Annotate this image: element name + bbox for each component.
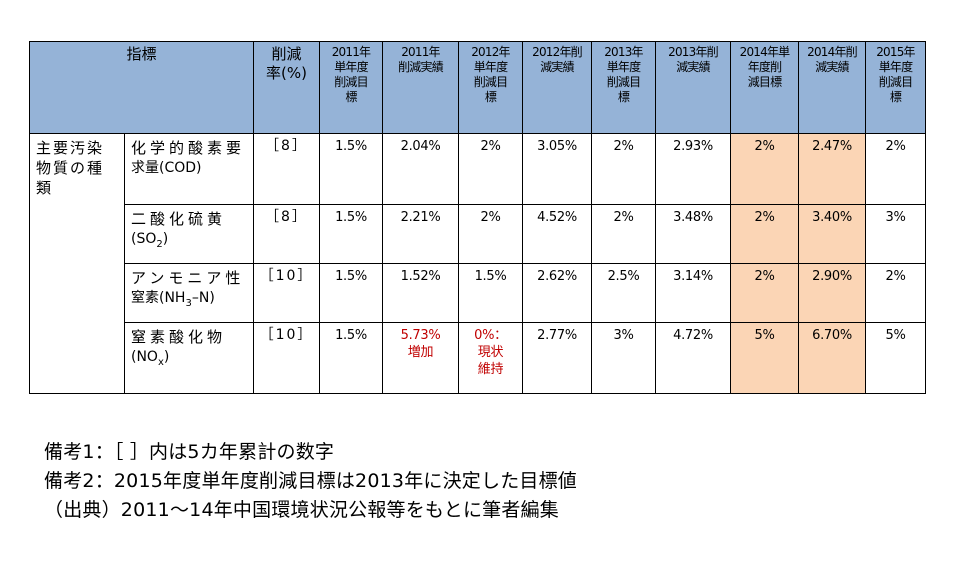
notes: 備考1：［ ］内は5カ年累計の数字 備考2：2015年度単年度削減目標は2013…	[44, 438, 577, 525]
indicator-name-line2: (SO2)	[131, 229, 253, 255]
note-source: （出典）2011～14年中国環境状況公報等をもとに筆者編集	[44, 499, 559, 521]
indicator-formula-tail: –N)	[191, 290, 215, 306]
indicator-name: 窒素酸化物 (NOx)	[124, 322, 254, 394]
header-row: 指標 削減 率(%) 2011年 単年度 削減目標 2011年 削減実績 2012年 単年…	[29, 41, 926, 134]
cell-2012-actual: 4.52%	[522, 204, 592, 264]
cell-2014-actual: 3.40%	[798, 204, 866, 264]
header-2012-target: 2012年 単年度 削減目標	[458, 41, 523, 134]
indicator-formula-tail: )	[162, 231, 169, 247]
indicator-name-line1: 化学的酸素要	[131, 139, 246, 157]
cumulative-rate: ［8］	[253, 133, 320, 205]
cell-2012-target: 0%： 現状維持	[458, 322, 523, 394]
cumulative-rate: ［8］	[253, 204, 320, 264]
category-line: 主要汚染	[36, 139, 105, 157]
indicator-name-line2: 求量(COD)	[131, 158, 253, 178]
cell-2014-target: 5%	[730, 322, 799, 394]
note-2: 備考2：2015年度単年度削減目標は2013年に決定した目標値	[44, 470, 577, 492]
cell-2011-actual: 2.04%	[382, 133, 459, 205]
header-2011-target: 2011年 単年度 削減目標	[319, 41, 383, 134]
cell-note-line: 増加	[407, 345, 434, 360]
table-row-so2: 二酸化硫黄 (SO2) ［8］ 1.5% 2.21% 2% 4.52% 2% 3.48% 2% 3.…	[30, 204, 926, 264]
indicator-formula: (NO	[131, 349, 158, 365]
cell-2011-actual: 2.21%	[382, 204, 459, 264]
cell-2011-target: 1.5%	[319, 263, 383, 323]
header-2014-target: 2014年単 年度削 減目標	[730, 41, 799, 134]
category-line: 類	[36, 179, 54, 197]
cumulative-rate: ［10］	[253, 263, 320, 323]
cell-2011-target: 1.5%	[319, 322, 383, 394]
emission-reduction-table: 指標 削減 率(%) 2011年 単年度 削減目標 2011年 削減実績 2012年 単年…	[29, 41, 926, 394]
header-rate: 削減 率(%)	[253, 41, 320, 134]
header-2012-actual: 2012年削 減実績	[522, 41, 592, 134]
cell-2012-actual: 2.77%	[522, 322, 592, 394]
cell-2012-target: 1.5%	[458, 263, 523, 323]
cell-2013-target: 2.5%	[591, 263, 656, 323]
cell-2015-target: 2%	[865, 133, 926, 205]
indicator-formula: 窒素(NH	[131, 290, 186, 306]
cell-2014-target: 2%	[730, 204, 799, 264]
cell-2015-target: 5%	[865, 322, 926, 394]
cell-2015-target: 2%	[865, 263, 926, 323]
cell-2012-target: 2%	[458, 204, 523, 264]
category-line: 物質の種	[36, 159, 105, 177]
cell-note-line: 0%：	[474, 328, 507, 343]
header-2013-actual: 2013年削 減実績	[655, 41, 731, 134]
cell-2013-target: 3%	[591, 322, 656, 394]
indicator-formula: (SO	[131, 231, 157, 247]
indicator-formula-tail: )	[163, 349, 170, 365]
header-2015-target: 2015年 単年度 削減目標	[865, 41, 926, 134]
cell-note-line: 現状	[477, 345, 504, 360]
cell-2013-actual: 4.72%	[655, 322, 731, 394]
cell-2013-target: 2%	[591, 204, 656, 264]
cell-2012-actual: 3.05%	[522, 133, 592, 205]
cell-2013-actual: 3.48%	[655, 204, 731, 264]
header-2014-actual: 2014年削 減実績	[798, 41, 866, 134]
table-row-cod: 主要汚染 物質の種類化学的酸素要 求量(COD) ［8］ 1.5% 2.04% 2% 3.05…	[29, 133, 926, 394]
cell-2012-actual: 2.62%	[522, 263, 592, 323]
indicator-name: 化学的酸素要 求量(COD)	[124, 133, 254, 205]
indicator-name-line2: 窒素(NH3–N)	[131, 288, 253, 314]
header-2013-target: 2013年 単年度 削減目標	[591, 41, 656, 134]
cell-2011-actual: 1.52%	[382, 263, 459, 323]
header-2011-actual: 2011年 削減実績	[382, 41, 459, 134]
cell-2014-actual: 6.70%	[798, 322, 866, 394]
cell-2012-target: 2%	[458, 133, 523, 205]
header-indicator: 指標	[29, 41, 254, 134]
cell-2011-target: 1.5%	[319, 204, 383, 264]
cumulative-rate: ［10］	[253, 322, 320, 394]
cell-note-line: 維持	[477, 362, 504, 377]
cell-2014-actual: 2.90%	[798, 263, 866, 323]
cell-2014-target: 2%	[730, 263, 799, 323]
indicator-name-line1: アンモニア性	[131, 269, 245, 287]
note-1: 備考1：［ ］内は5カ年累計の数字	[44, 441, 335, 463]
indicator-name-line1: 窒素酸化物	[131, 328, 227, 346]
table-row-nox: 窒素酸化物 (NOx) ［10］ 1.5% 5.73% 増加 0%： 現状 維持 2.77% 3% 4…	[30, 322, 926, 394]
indicator-name: アンモニア性 窒素(NH3–N)	[124, 263, 254, 323]
category-cell: 主要汚染 物質の種類	[29, 133, 125, 394]
indicator-formula-subscript: 2	[156, 238, 163, 250]
table-row-nh3-n: アンモニア性 窒素(NH3–N) ［10］ 1.5% 1.52% 1.5% 2.62% 2.5…	[30, 263, 926, 323]
cell-note-line: 5.73%	[400, 328, 441, 343]
cell-2011-actual: 5.73% 増加	[382, 322, 459, 394]
cell-2013-target: 2%	[591, 133, 656, 205]
indicator-name-line2: (NOx)	[131, 347, 253, 373]
cell-2013-actual: 3.14%	[655, 263, 731, 323]
cell-2011-target: 1.5%	[319, 133, 383, 205]
indicator-formula-subscript: 3	[185, 297, 192, 309]
cell-2014-actual: 2.47%	[798, 133, 866, 205]
indicator-name: 二酸化硫黄 (SO2)	[124, 204, 254, 264]
indicator-name-line1: 二酸化硫黄	[131, 210, 227, 228]
cell-2013-actual: 2.93%	[655, 133, 731, 205]
indicator-formula-subscript: x	[157, 356, 164, 368]
indicator-formula: 求量(COD)	[131, 160, 202, 176]
cell-2014-target: 2%	[730, 133, 799, 205]
cell-2015-target: 3%	[865, 204, 926, 264]
